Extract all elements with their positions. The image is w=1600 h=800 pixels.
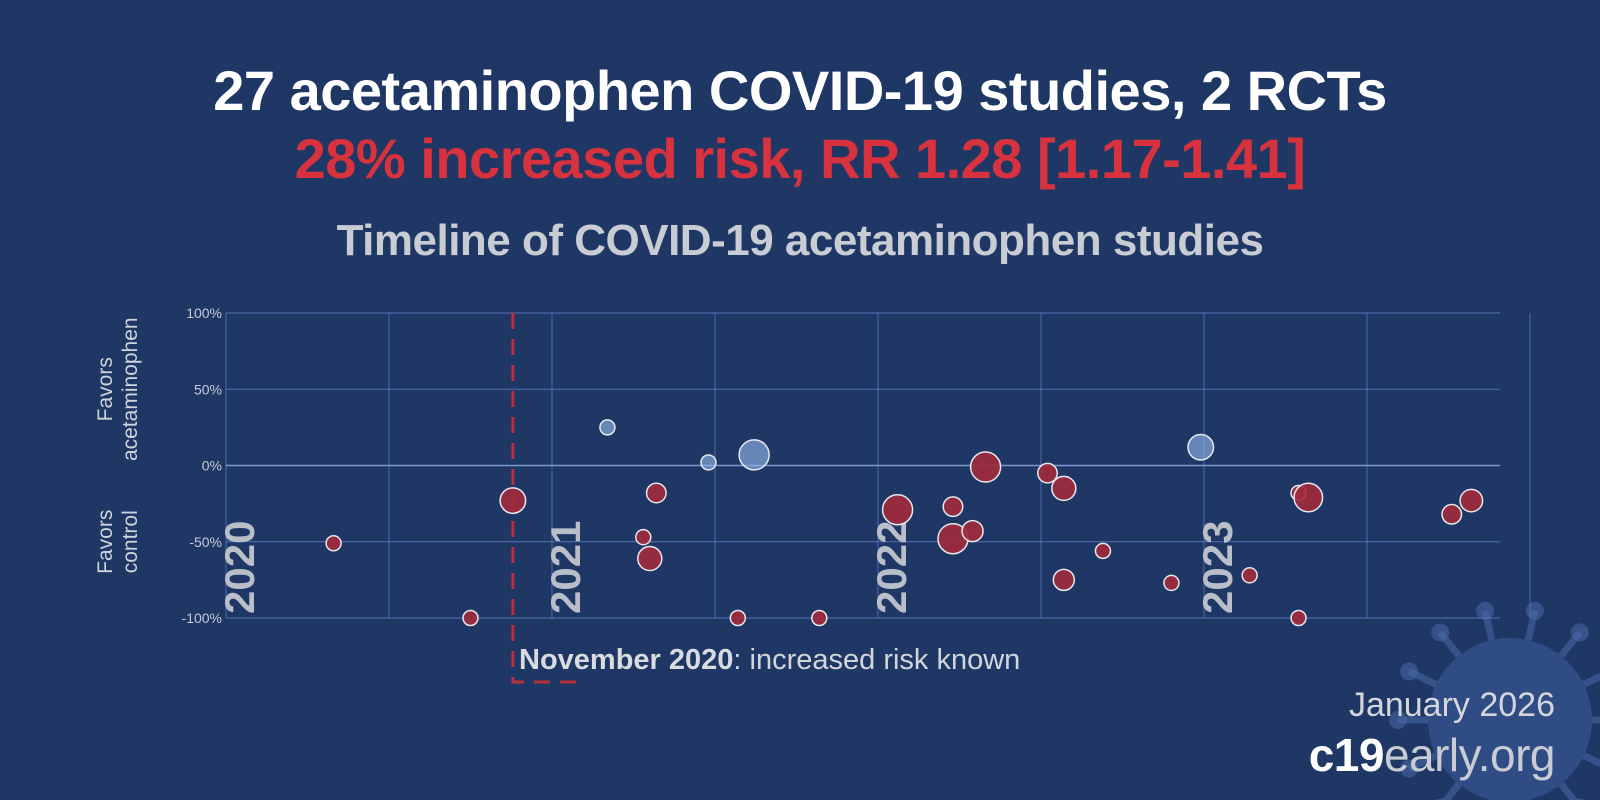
brand-logo: c19early.org [1308,728,1556,782]
study-point-unfavorable [1037,462,1059,484]
y-tick-label: 0% [202,458,222,474]
virus-icon [1389,601,1600,800]
brand-bold: c19 [1308,729,1385,781]
chart-title: Timeline of COVID-19 acetaminophen studi… [336,216,1264,265]
y-tick-label: -100% [182,610,222,626]
study-point-unfavorable [462,609,479,627]
study-point-favorable [738,439,770,471]
study-point-unfavorable [645,482,667,504]
footer-date: January 2026 [1348,686,1555,724]
y-tick-label: 100% [186,305,222,321]
virus-spike-tip [1525,601,1544,620]
page-title: 27 acetaminophen COVID-19 studies, 2 RCT… [213,59,1387,122]
study-point-favorable [700,454,717,471]
study-point-unfavorable [325,535,342,552]
study-point-unfavorable [1441,503,1463,525]
study-point-unfavorable [961,519,984,543]
favors-acetaminophen-label-line: Favors [94,357,117,421]
study-point-unfavorable [729,609,747,627]
year-label: 2020 [216,521,263,614]
year-labels: 2020 2021 2022 2023 [216,521,1241,614]
year-label: 2023 [1194,521,1241,614]
y-tick-label: 50% [194,381,222,397]
study-point-favorable [1187,433,1215,461]
study-point-unfavorable [1459,488,1484,513]
study-point-unfavorable [1094,542,1112,560]
virus-spike-tip [1389,711,1407,729]
virus-spike-tip [1570,623,1589,642]
november-2020-marker [511,313,585,684]
virus-spike [1558,781,1579,800]
study-point-unfavorable [1052,568,1076,592]
favors-control-label-line: control [119,510,142,573]
marker-line [511,313,585,684]
study-point-unfavorable [811,609,828,627]
brand-rest: early.org [1383,729,1556,781]
favors-control-label-line: Favors [94,510,117,574]
study-point-unfavorable [637,545,663,572]
virus-spike-tip [1476,601,1495,620]
favors-acetaminophen-label-line: acetaminophen [119,317,142,461]
study-point-unfavorable [635,528,652,546]
study-point-unfavorable [1293,482,1324,513]
study-point-unfavorable [1051,475,1077,502]
virus-spike-tip [1400,759,1419,778]
study-point-unfavorable [1163,574,1180,592]
study-point-unfavorable [1290,609,1307,627]
y-tick-label: -50% [189,534,222,550]
study-point-unfavorable [969,451,1002,483]
study-point-favorable [599,419,616,436]
favors-control-label: Favorscontrol [94,510,142,574]
virus-spike-tip [1431,623,1450,642]
virus-body [1428,638,1592,800]
study-point-unfavorable [881,493,914,526]
study-point-unfavorable [1241,567,1258,584]
study-point-unfavorable [942,496,964,518]
virus-spike [1582,752,1600,768]
marker-annotation: November 2020: increased risk known [519,644,1020,677]
chart-grid: 100% 50% 0% -50% -100% [182,305,1531,626]
result-summary: 28% increased risk, RR 1.28 [1.17-1.41] [294,127,1306,190]
year-label: 2022 [868,521,915,614]
marker-annotation-text: : increased risk known [733,644,1021,676]
virus-spike [1582,672,1600,688]
virus-spike-tip [1400,662,1419,681]
virus-spike [1441,781,1462,800]
year-label: 2021 [542,521,589,614]
marker-annotation-date: November 2020 [519,644,734,676]
study-points [325,419,1484,627]
favors-acetaminophen-label: Favorsacetaminophen [94,317,142,461]
study-point-unfavorable [499,487,527,515]
